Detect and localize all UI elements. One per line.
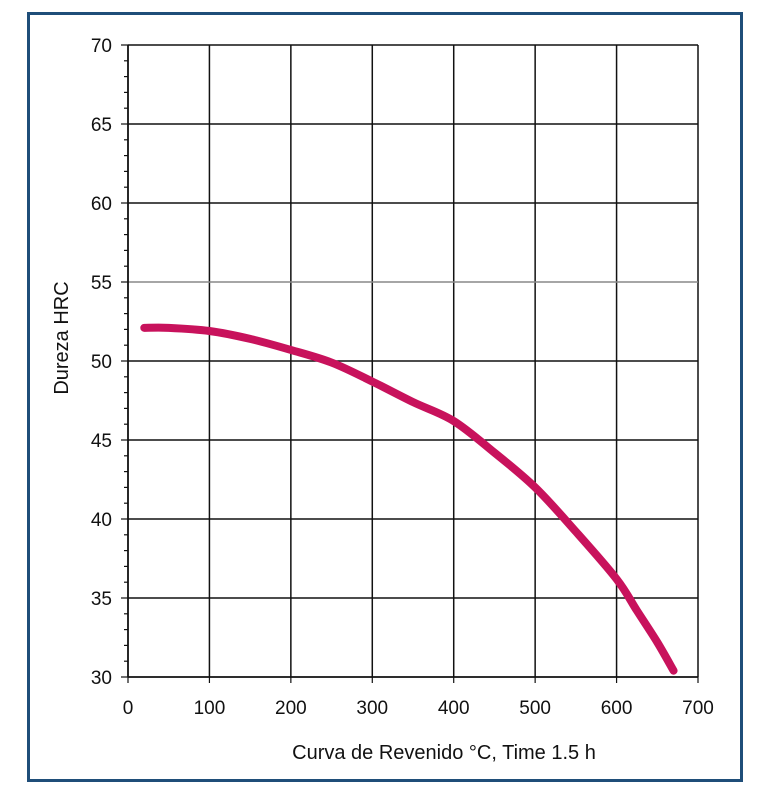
y-tick-label: 30 [91, 668, 112, 689]
grid [128, 44, 699, 677]
x-tick-label: 500 [519, 698, 551, 719]
x-tick-label: 300 [356, 698, 388, 719]
tempering-curve-chart: 0 100 200 300 400 500 600 700 30 35 40 45 50 55 60 65 70… [51, 36, 714, 764]
x-tick-label: 0 [123, 698, 134, 719]
x-tick-label: 200 [275, 698, 307, 719]
y-tick-label: 65 [91, 115, 112, 136]
y-tick-label: 60 [91, 194, 112, 215]
x-axis-title: Curva de Revenido °C, Time 1.5 h [292, 742, 596, 764]
x-tick-label: 400 [438, 698, 470, 719]
y-tick-label: 45 [91, 431, 112, 452]
y-tick-label: 40 [91, 510, 112, 531]
series-layer [140, 323, 678, 675]
y-tick-label: 35 [91, 589, 112, 610]
x-tick-label: 100 [194, 698, 226, 719]
series-line-0 [140, 323, 678, 675]
x-tick-label: 700 [682, 698, 714, 719]
chart-frame: 0 100 200 300 400 500 600 700 30 35 40 45 50 55 60 65 70… [27, 12, 743, 782]
y-tick-label: 55 [91, 273, 112, 294]
tick-labels: 0 100 200 300 400 500 600 700 30 35 40 45 50 55 60 65 70 [91, 36, 714, 719]
x-tick-label: 600 [601, 698, 633, 719]
y-axis-title: Dureza HRC [51, 281, 73, 394]
axes [121, 44, 699, 683]
y-tick-label: 50 [91, 352, 112, 373]
y-tick-label: 70 [91, 36, 112, 57]
